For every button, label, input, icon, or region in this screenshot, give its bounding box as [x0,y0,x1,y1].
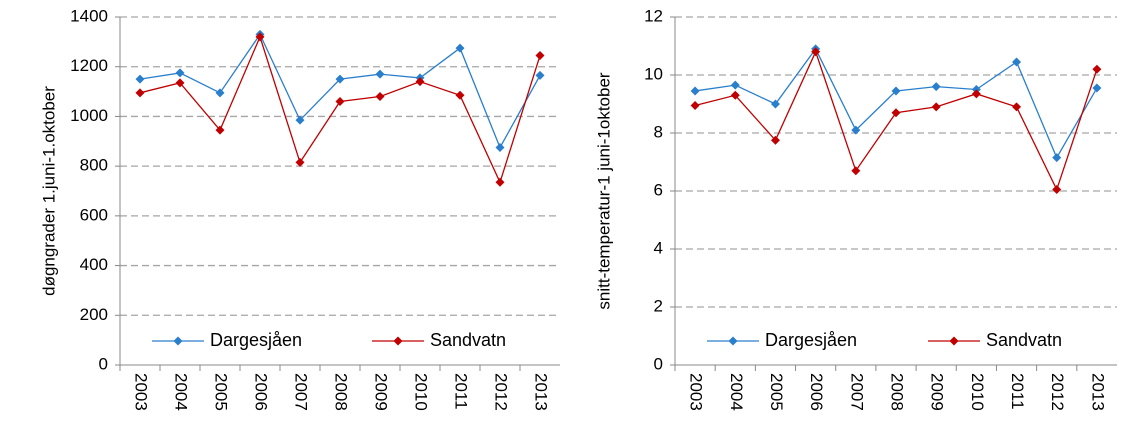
y-tick-label: 1200 [70,56,108,75]
legend-label: Dargesjåen [210,330,302,350]
marker [175,68,185,78]
marker [1092,83,1102,93]
marker [335,97,345,107]
marker [375,69,385,79]
marker [851,125,861,135]
marker [811,47,821,57]
marker [1092,64,1102,74]
marker [375,92,385,102]
marker [1052,153,1062,163]
marker [770,135,780,145]
y-tick-label: 4 [654,238,663,257]
x-tick-label: 2004 [727,373,746,411]
marker [690,100,700,110]
marker [690,86,700,96]
x-tick-label: 2012 [1048,373,1067,411]
series-line [694,50,1098,192]
chart: 0 2 4 6 8 10 12 snitt-temperatur-1 juni-1oktobe… [594,6,1117,411]
marker [295,115,305,125]
marker [455,90,465,100]
marker [1012,102,1022,112]
legend-label: Sandvatn [430,330,506,350]
x-tick-label: 2003 [687,373,706,411]
marker [971,89,981,99]
x-tick-label: 2009 [372,373,391,411]
x-tick-label: 2013 [532,373,551,411]
x-tick-label: 2005 [212,373,231,411]
marker [335,74,345,84]
marker [535,70,545,80]
y-axis-label: snitt-temperatur-1 juni-1oktober [594,72,613,310]
y-tick-label: 0 [99,354,108,373]
x-tick-label: 2004 [172,373,191,411]
x-tick-label: 2005 [767,373,786,411]
series-line [139,33,541,150]
marker [255,32,265,42]
y-tick-label: 200 [80,305,108,324]
x-tick-label: 2009 [928,373,947,411]
x-tick-label: 2011 [452,373,471,410]
x-tick-label: 2011 [1008,373,1027,410]
marker [1052,185,1062,195]
marker [931,102,941,112]
marker [455,43,465,53]
marker [215,125,225,135]
legend-label: Sandvatn [986,330,1062,350]
marker [495,143,505,152]
x-tick-label: 2008 [332,373,351,411]
legend-marker [949,336,959,346]
x-tick-label: 2010 [412,373,431,411]
y-tick-label: 12 [644,6,663,25]
marker [1012,57,1022,67]
chart: 0 200 400 600 800 1000 1200 1400 døgngrader 1.ju… [39,6,560,411]
marker [770,99,780,109]
x-tick-label: 2008 [888,373,907,411]
marker [851,166,861,176]
marker [891,86,901,96]
marker [535,51,545,61]
marker [730,90,740,100]
series-line [139,35,541,185]
y-tick-label: 1000 [70,106,108,125]
y-tick-label: 8 [654,122,663,141]
x-tick-label: 2007 [847,373,866,411]
y-tick-label: 10 [644,64,663,83]
marker [295,157,305,167]
y-axis-label: døgngrader 1.juni-1.oktober [39,86,58,296]
x-tick-label: 2012 [492,373,511,411]
series-line [694,47,1098,160]
marker [495,177,505,187]
x-tick-label: 2006 [252,373,271,411]
legend-marker [173,336,183,346]
legend-label: Dargesjåen [765,330,857,350]
legend-marker [393,336,403,346]
x-tick-label: 2013 [1088,373,1107,411]
marker [215,88,225,98]
x-tick-label: 2010 [968,373,987,411]
x-tick-label: 2006 [807,373,826,411]
marker [135,88,145,98]
marker [730,80,740,90]
y-tick-label: 400 [80,255,108,274]
marker [931,82,941,92]
y-tick-label: 600 [80,205,108,224]
y-tick-label: 1400 [70,6,108,25]
x-tick-label: 2003 [132,373,151,411]
marker [175,78,185,88]
y-tick-label: 0 [654,354,663,373]
marker [891,108,901,118]
marker [415,77,425,87]
y-tick-label: 2 [654,296,663,315]
marker [135,74,145,84]
x-tick-label: 2007 [292,373,311,411]
legend-marker [728,336,738,346]
y-tick-label: 6 [654,180,663,199]
y-tick-label: 800 [80,156,108,175]
